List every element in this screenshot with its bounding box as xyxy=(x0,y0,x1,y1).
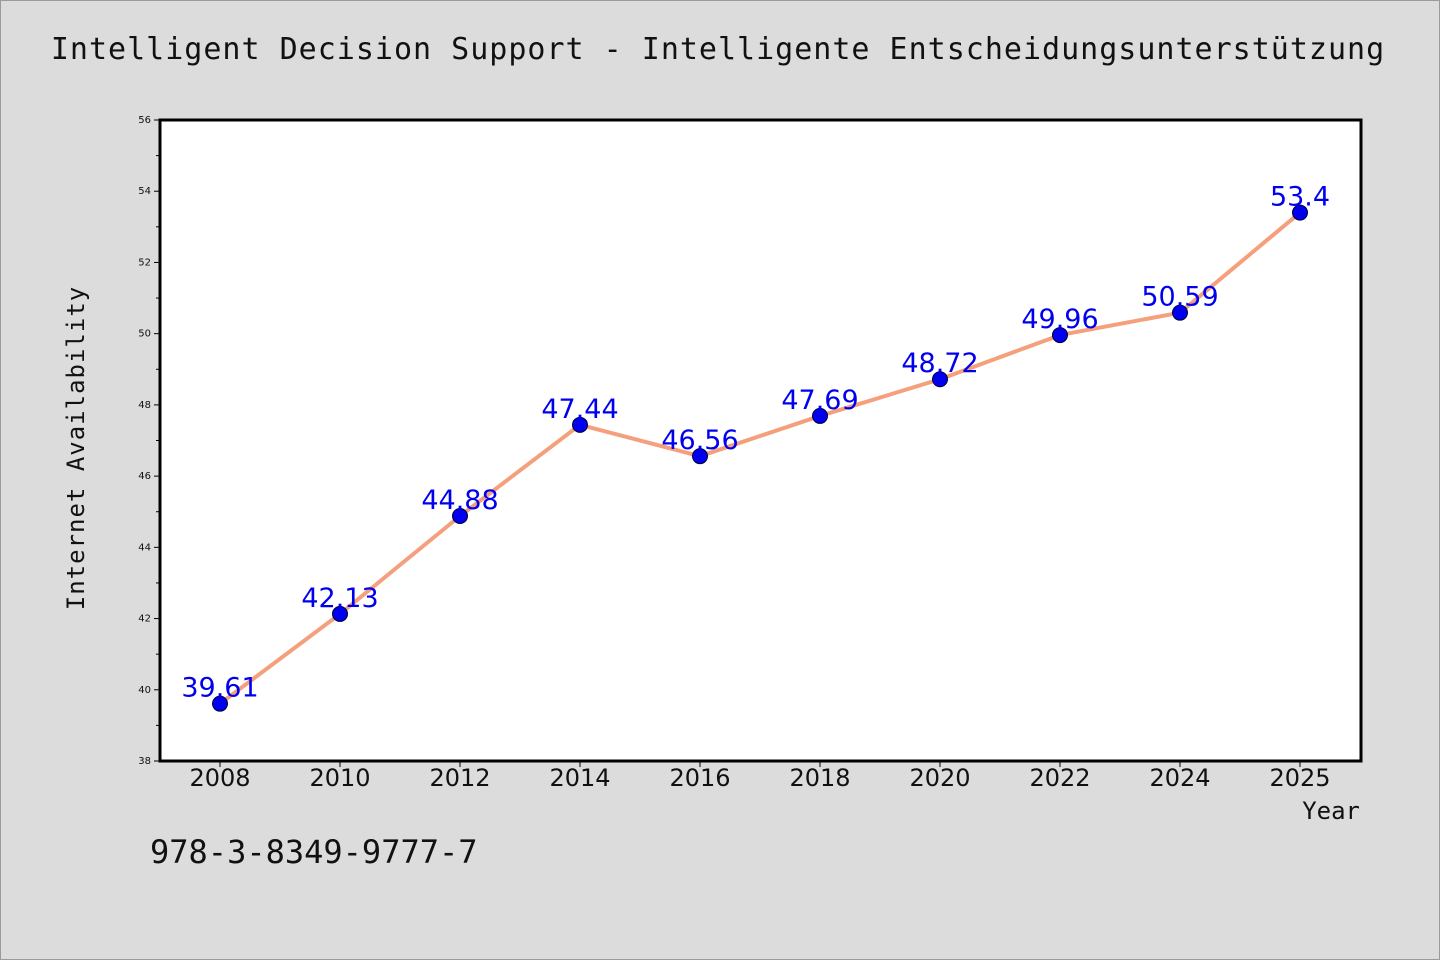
data-label: 49.96 xyxy=(1021,304,1098,335)
series-line xyxy=(218,210,1302,706)
y-tick-label: 42 xyxy=(138,614,151,625)
data-label: 42.13 xyxy=(301,583,378,614)
plot-area xyxy=(160,120,1361,761)
y-tick-label: 52 xyxy=(138,257,151,268)
data-point xyxy=(932,371,948,388)
x-tick-label: 2025 xyxy=(1269,764,1330,792)
data-label: 39.61 xyxy=(181,673,258,704)
data-label: 47.69 xyxy=(781,385,858,416)
isbn-text: 978-3-8349-9777-7 xyxy=(150,833,478,871)
data-point xyxy=(332,605,348,622)
y-tick-label: 38 xyxy=(138,756,151,767)
data-point xyxy=(1172,304,1188,321)
x-tick-label: 2020 xyxy=(909,764,970,792)
data-label: 47.44 xyxy=(541,394,618,425)
y-tick-label: 40 xyxy=(138,685,151,696)
x-tick-label: 2022 xyxy=(1029,764,1090,792)
chart-title: Intelligent Decision Support - Intellige… xyxy=(50,32,1386,67)
plot-border xyxy=(158,118,1363,763)
x-tick-label: 2008 xyxy=(189,764,250,792)
data-label: 48.72 xyxy=(901,348,978,379)
x-tick-label: 2010 xyxy=(309,764,370,792)
data-label: 53.4 xyxy=(1270,182,1330,213)
y-tick-label: 56 xyxy=(138,115,151,126)
x-tick-label: 2016 xyxy=(669,764,730,792)
y-tick-label: 44 xyxy=(138,542,151,553)
data-point xyxy=(812,407,828,424)
data-point xyxy=(572,416,588,433)
y-tick-label: 46 xyxy=(138,471,151,482)
x-tick-label: 2012 xyxy=(429,764,490,792)
y-tick-label: 50 xyxy=(138,329,151,340)
x-axis-label: Year xyxy=(1302,797,1360,825)
data-point xyxy=(692,448,708,465)
data-point xyxy=(212,695,228,712)
data-label: 44.88 xyxy=(421,485,498,516)
data-point xyxy=(452,507,468,524)
x-tick-label: 2024 xyxy=(1149,764,1210,792)
y-tick-label: 48 xyxy=(138,400,151,411)
data-point xyxy=(1292,204,1308,221)
data-label: 46.56 xyxy=(661,425,738,456)
x-tick-label: 2014 xyxy=(549,764,610,792)
data-point xyxy=(1052,327,1068,344)
x-tick-label: 2018 xyxy=(789,764,850,792)
y-tick-label: 54 xyxy=(138,186,151,197)
data-label: 50.59 xyxy=(1141,282,1218,313)
